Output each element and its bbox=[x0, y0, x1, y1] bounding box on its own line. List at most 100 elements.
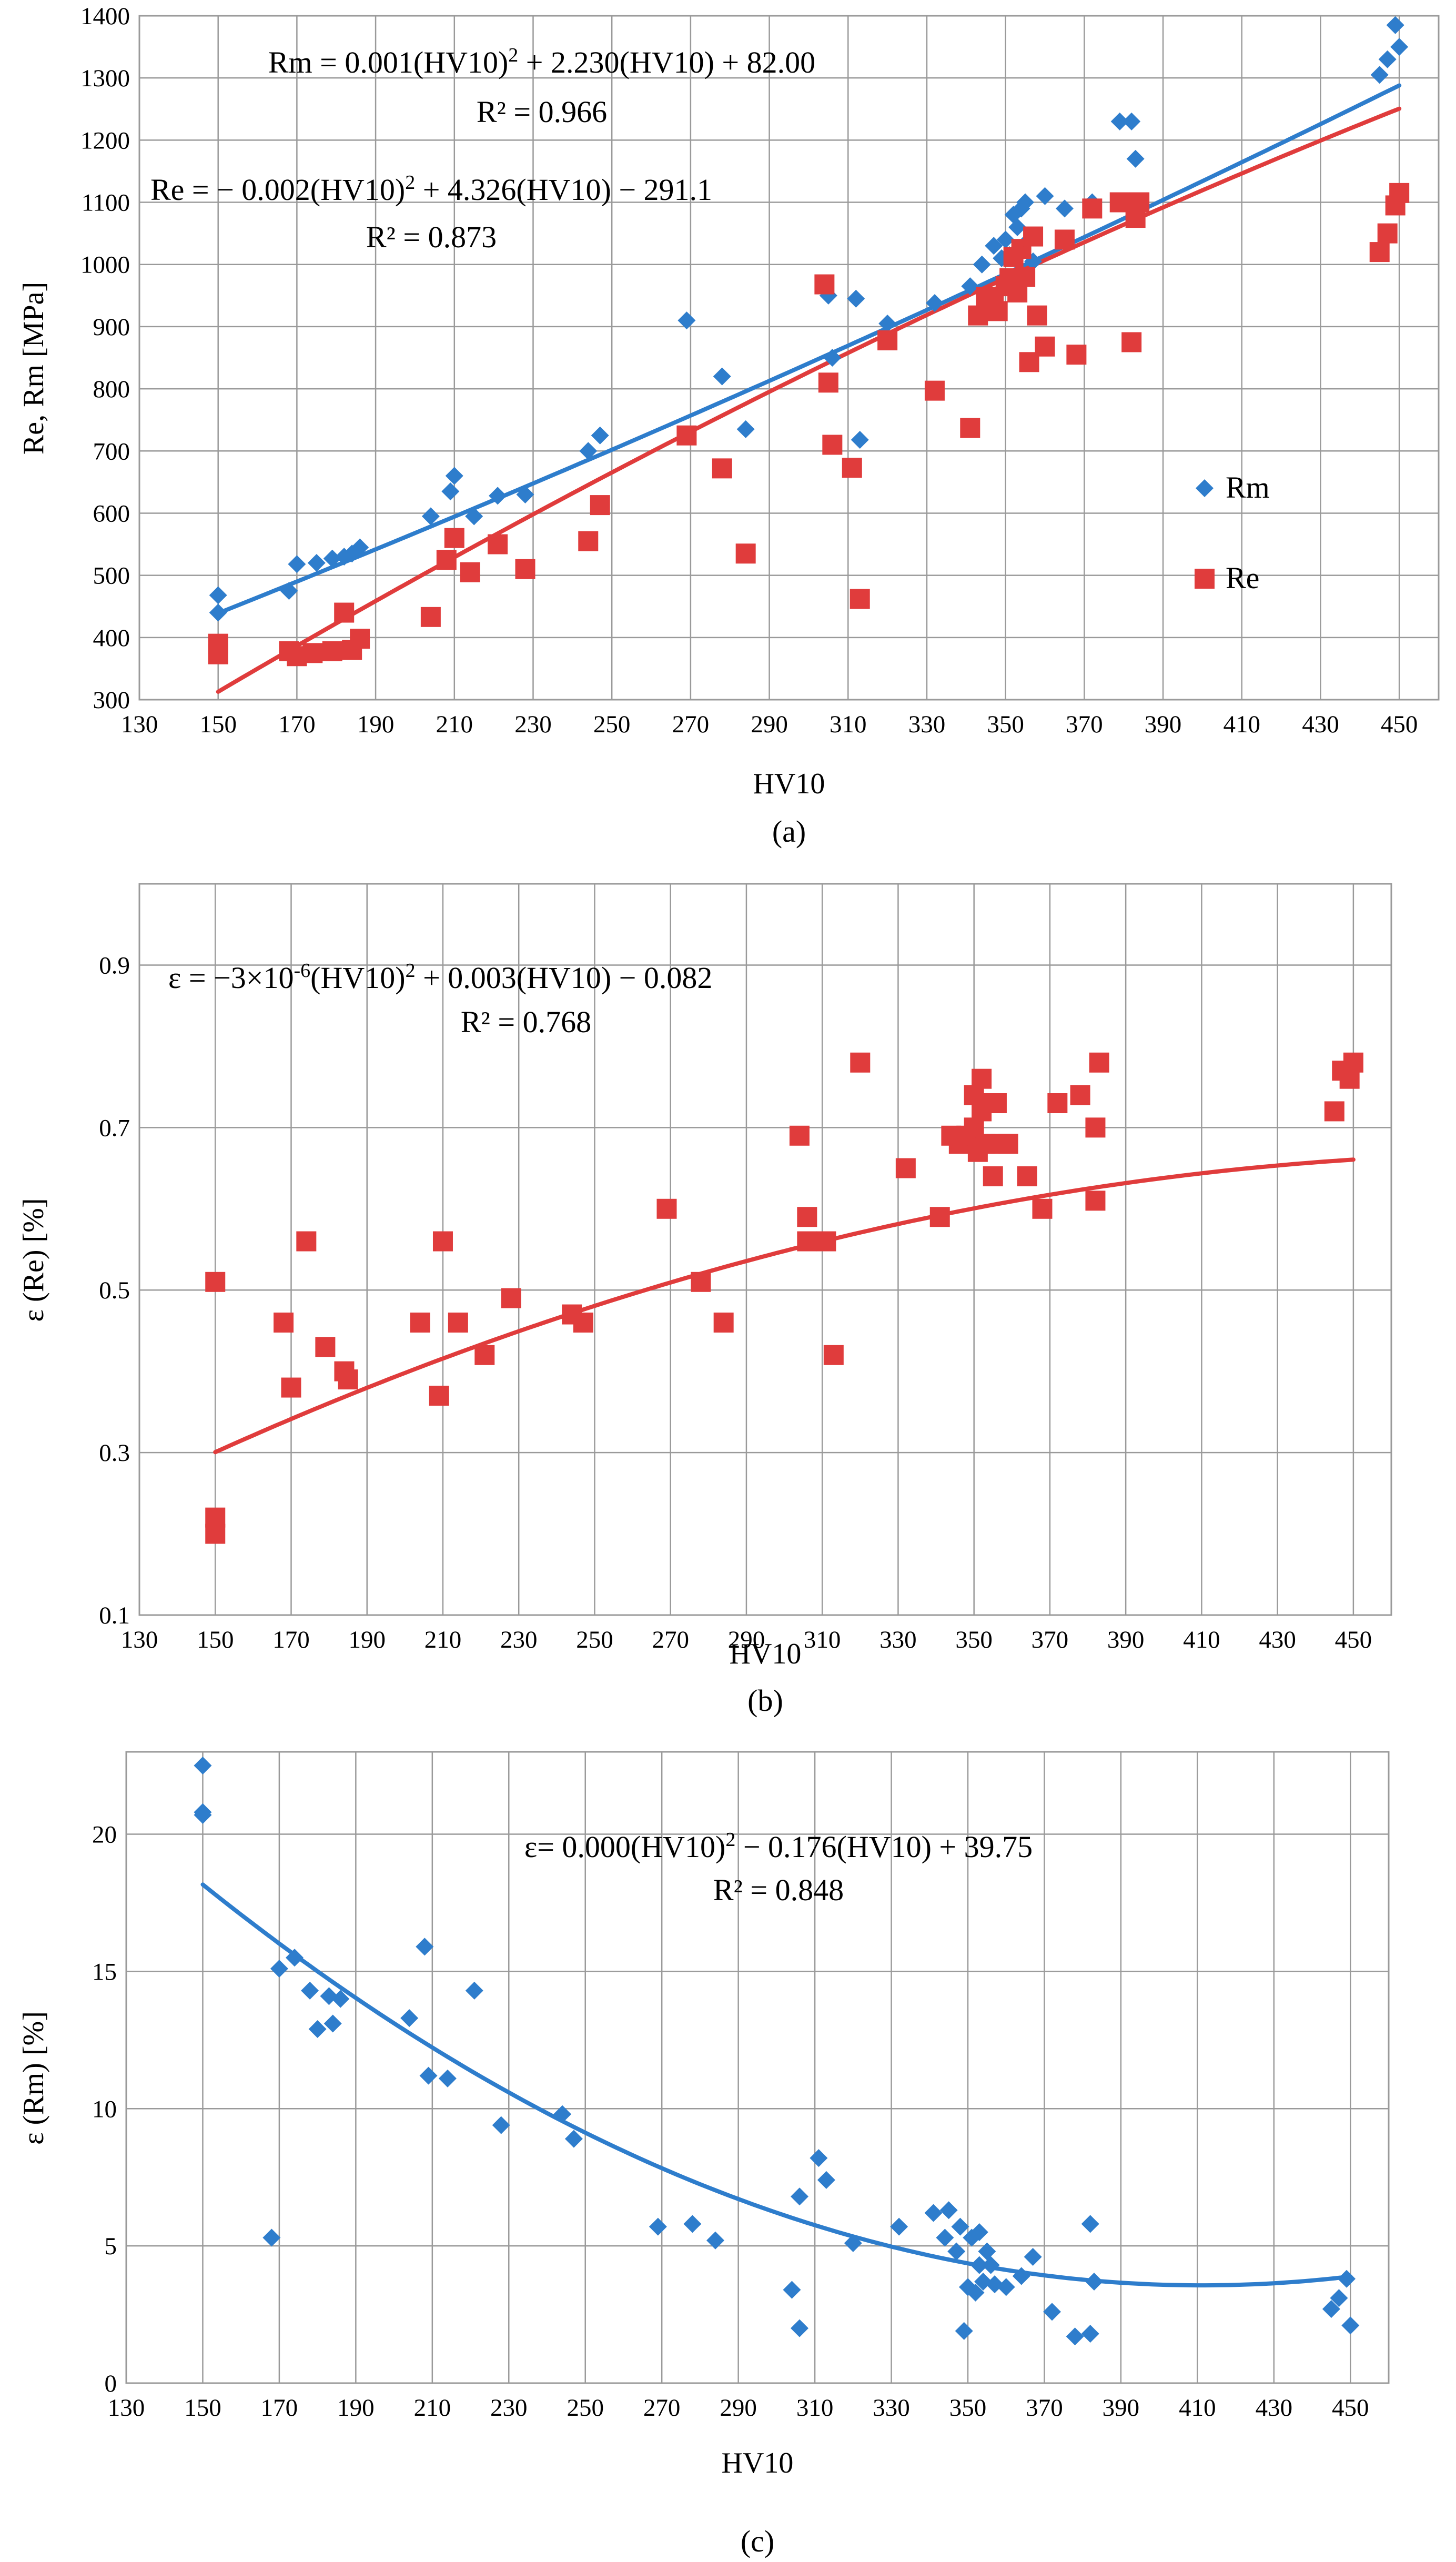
x-tick-label: 330 bbox=[879, 1626, 917, 1653]
data-point bbox=[783, 2281, 801, 2299]
plot-area bbox=[125, 1751, 1390, 2384]
data-point bbox=[789, 1125, 810, 1146]
y-tick-label: 1100 bbox=[82, 189, 130, 217]
data-point bbox=[1085, 1117, 1106, 1138]
r-squared: R² = 0.768 bbox=[461, 1005, 591, 1039]
y-tick-label: 0.3 bbox=[99, 1439, 130, 1467]
data-point bbox=[1324, 1101, 1344, 1122]
data-point bbox=[1121, 332, 1142, 352]
y-tick-label: 700 bbox=[93, 438, 130, 465]
data-point bbox=[1023, 226, 1044, 247]
data-point bbox=[323, 549, 341, 568]
trend-equation: ε = −3×10-6(HV10)2 + 0.003(HV10) − 0.082 bbox=[168, 960, 712, 995]
x-tick-label: 170 bbox=[261, 2394, 298, 2422]
data-point bbox=[998, 1134, 1018, 1154]
data-point bbox=[1129, 192, 1150, 213]
legend-marker bbox=[1196, 479, 1214, 497]
x-tick-label: 210 bbox=[414, 2394, 451, 2422]
x-tick-label: 310 bbox=[796, 2394, 834, 2422]
data-point bbox=[307, 554, 326, 572]
x-tick-label: 250 bbox=[593, 711, 631, 738]
data-point bbox=[978, 2242, 996, 2261]
y-tick-label: 0.5 bbox=[99, 1277, 130, 1304]
data-point bbox=[1066, 345, 1087, 365]
data-point bbox=[649, 2217, 667, 2236]
x-tick-label: 250 bbox=[576, 1626, 613, 1653]
data-point bbox=[1016, 193, 1035, 211]
x-tick-label: 270 bbox=[652, 1626, 689, 1653]
r-squared: R² = 0.873 bbox=[366, 220, 497, 254]
data-point bbox=[351, 538, 369, 557]
data-point bbox=[209, 603, 227, 622]
x-tick-label: 450 bbox=[1381, 711, 1418, 738]
data-point bbox=[1085, 2272, 1103, 2291]
x-tick-label: 310 bbox=[804, 1626, 841, 1653]
data-point bbox=[712, 458, 732, 479]
data-point bbox=[818, 372, 838, 393]
x-tick-label: 410 bbox=[1183, 1626, 1220, 1653]
data-point bbox=[296, 1231, 317, 1252]
data-point bbox=[924, 2204, 943, 2222]
trendline-re bbox=[213, 1157, 1356, 1455]
data-point bbox=[823, 1345, 844, 1365]
y-tick-label: 1200 bbox=[80, 127, 130, 154]
data-point bbox=[1047, 1093, 1068, 1113]
y-tick-label: 400 bbox=[93, 624, 130, 652]
data-point bbox=[1110, 112, 1129, 130]
x-axis-label: HV10 bbox=[730, 1638, 802, 1670]
y-axis-label: Re, Rm [MPa] bbox=[17, 282, 50, 455]
data-point bbox=[516, 486, 534, 503]
data-point bbox=[823, 349, 842, 367]
data-point bbox=[982, 2256, 1000, 2274]
x-tick-label: 370 bbox=[1026, 2394, 1063, 2422]
x-tick-label: 430 bbox=[1256, 2394, 1293, 2422]
data-point bbox=[890, 2217, 908, 2236]
y-tick-label: 15 bbox=[92, 1958, 117, 1985]
data-point bbox=[286, 1949, 304, 1967]
x-tick-label: 170 bbox=[278, 711, 316, 738]
data-point bbox=[302, 643, 323, 663]
data-point bbox=[924, 380, 945, 401]
y-tick-label: 800 bbox=[93, 376, 130, 403]
data-point bbox=[851, 431, 869, 449]
data-point bbox=[1081, 2325, 1099, 2343]
x-tick-label: 290 bbox=[728, 1626, 765, 1653]
data-point bbox=[465, 1981, 483, 2000]
data-point bbox=[205, 1272, 226, 1292]
panel-caption: (a) bbox=[772, 814, 806, 849]
x-tick-label: 350 bbox=[949, 2394, 987, 2422]
data-point bbox=[791, 2319, 808, 2337]
data-point bbox=[997, 2278, 1015, 2296]
data-point bbox=[1066, 2327, 1084, 2346]
data-point bbox=[814, 274, 835, 295]
x-tick-label: 150 bbox=[199, 711, 237, 738]
data-point bbox=[338, 1369, 358, 1390]
trendline-rm bbox=[200, 1882, 1353, 2288]
x-tick-label: 310 bbox=[830, 711, 867, 738]
x-axis-label: HV10 bbox=[753, 768, 825, 800]
data-point bbox=[323, 2014, 342, 2033]
y-tick-label: 1300 bbox=[80, 65, 130, 92]
data-point bbox=[936, 2228, 954, 2247]
y-axis-label: ε (Rm) [%] bbox=[17, 2011, 50, 2145]
x-tick-label: 130 bbox=[108, 2394, 145, 2422]
data-point bbox=[797, 1231, 817, 1252]
chart-a: 130 150 170 190 210 230 250 270 290 310 330 350 370 3… bbox=[17, 3, 1440, 849]
data-point bbox=[713, 367, 731, 386]
data-point bbox=[1054, 229, 1075, 250]
data-point bbox=[350, 629, 370, 649]
data-point bbox=[691, 1272, 711, 1292]
data-point bbox=[1043, 2303, 1061, 2321]
chart-b: 130 150 170 190 210 230 250 270 290 310 330 350 370 3… bbox=[17, 883, 1392, 1718]
data-point bbox=[970, 2256, 988, 2274]
data-point bbox=[996, 230, 1015, 249]
x-tick-label: 430 bbox=[1302, 711, 1339, 738]
data-point bbox=[489, 487, 507, 505]
x-tick-label: 390 bbox=[1103, 2394, 1140, 2422]
data-point bbox=[929, 1207, 950, 1227]
data-point bbox=[492, 2116, 510, 2134]
data-point bbox=[288, 555, 306, 573]
data-point bbox=[578, 531, 599, 551]
x-tick-label: 330 bbox=[873, 2394, 910, 2422]
